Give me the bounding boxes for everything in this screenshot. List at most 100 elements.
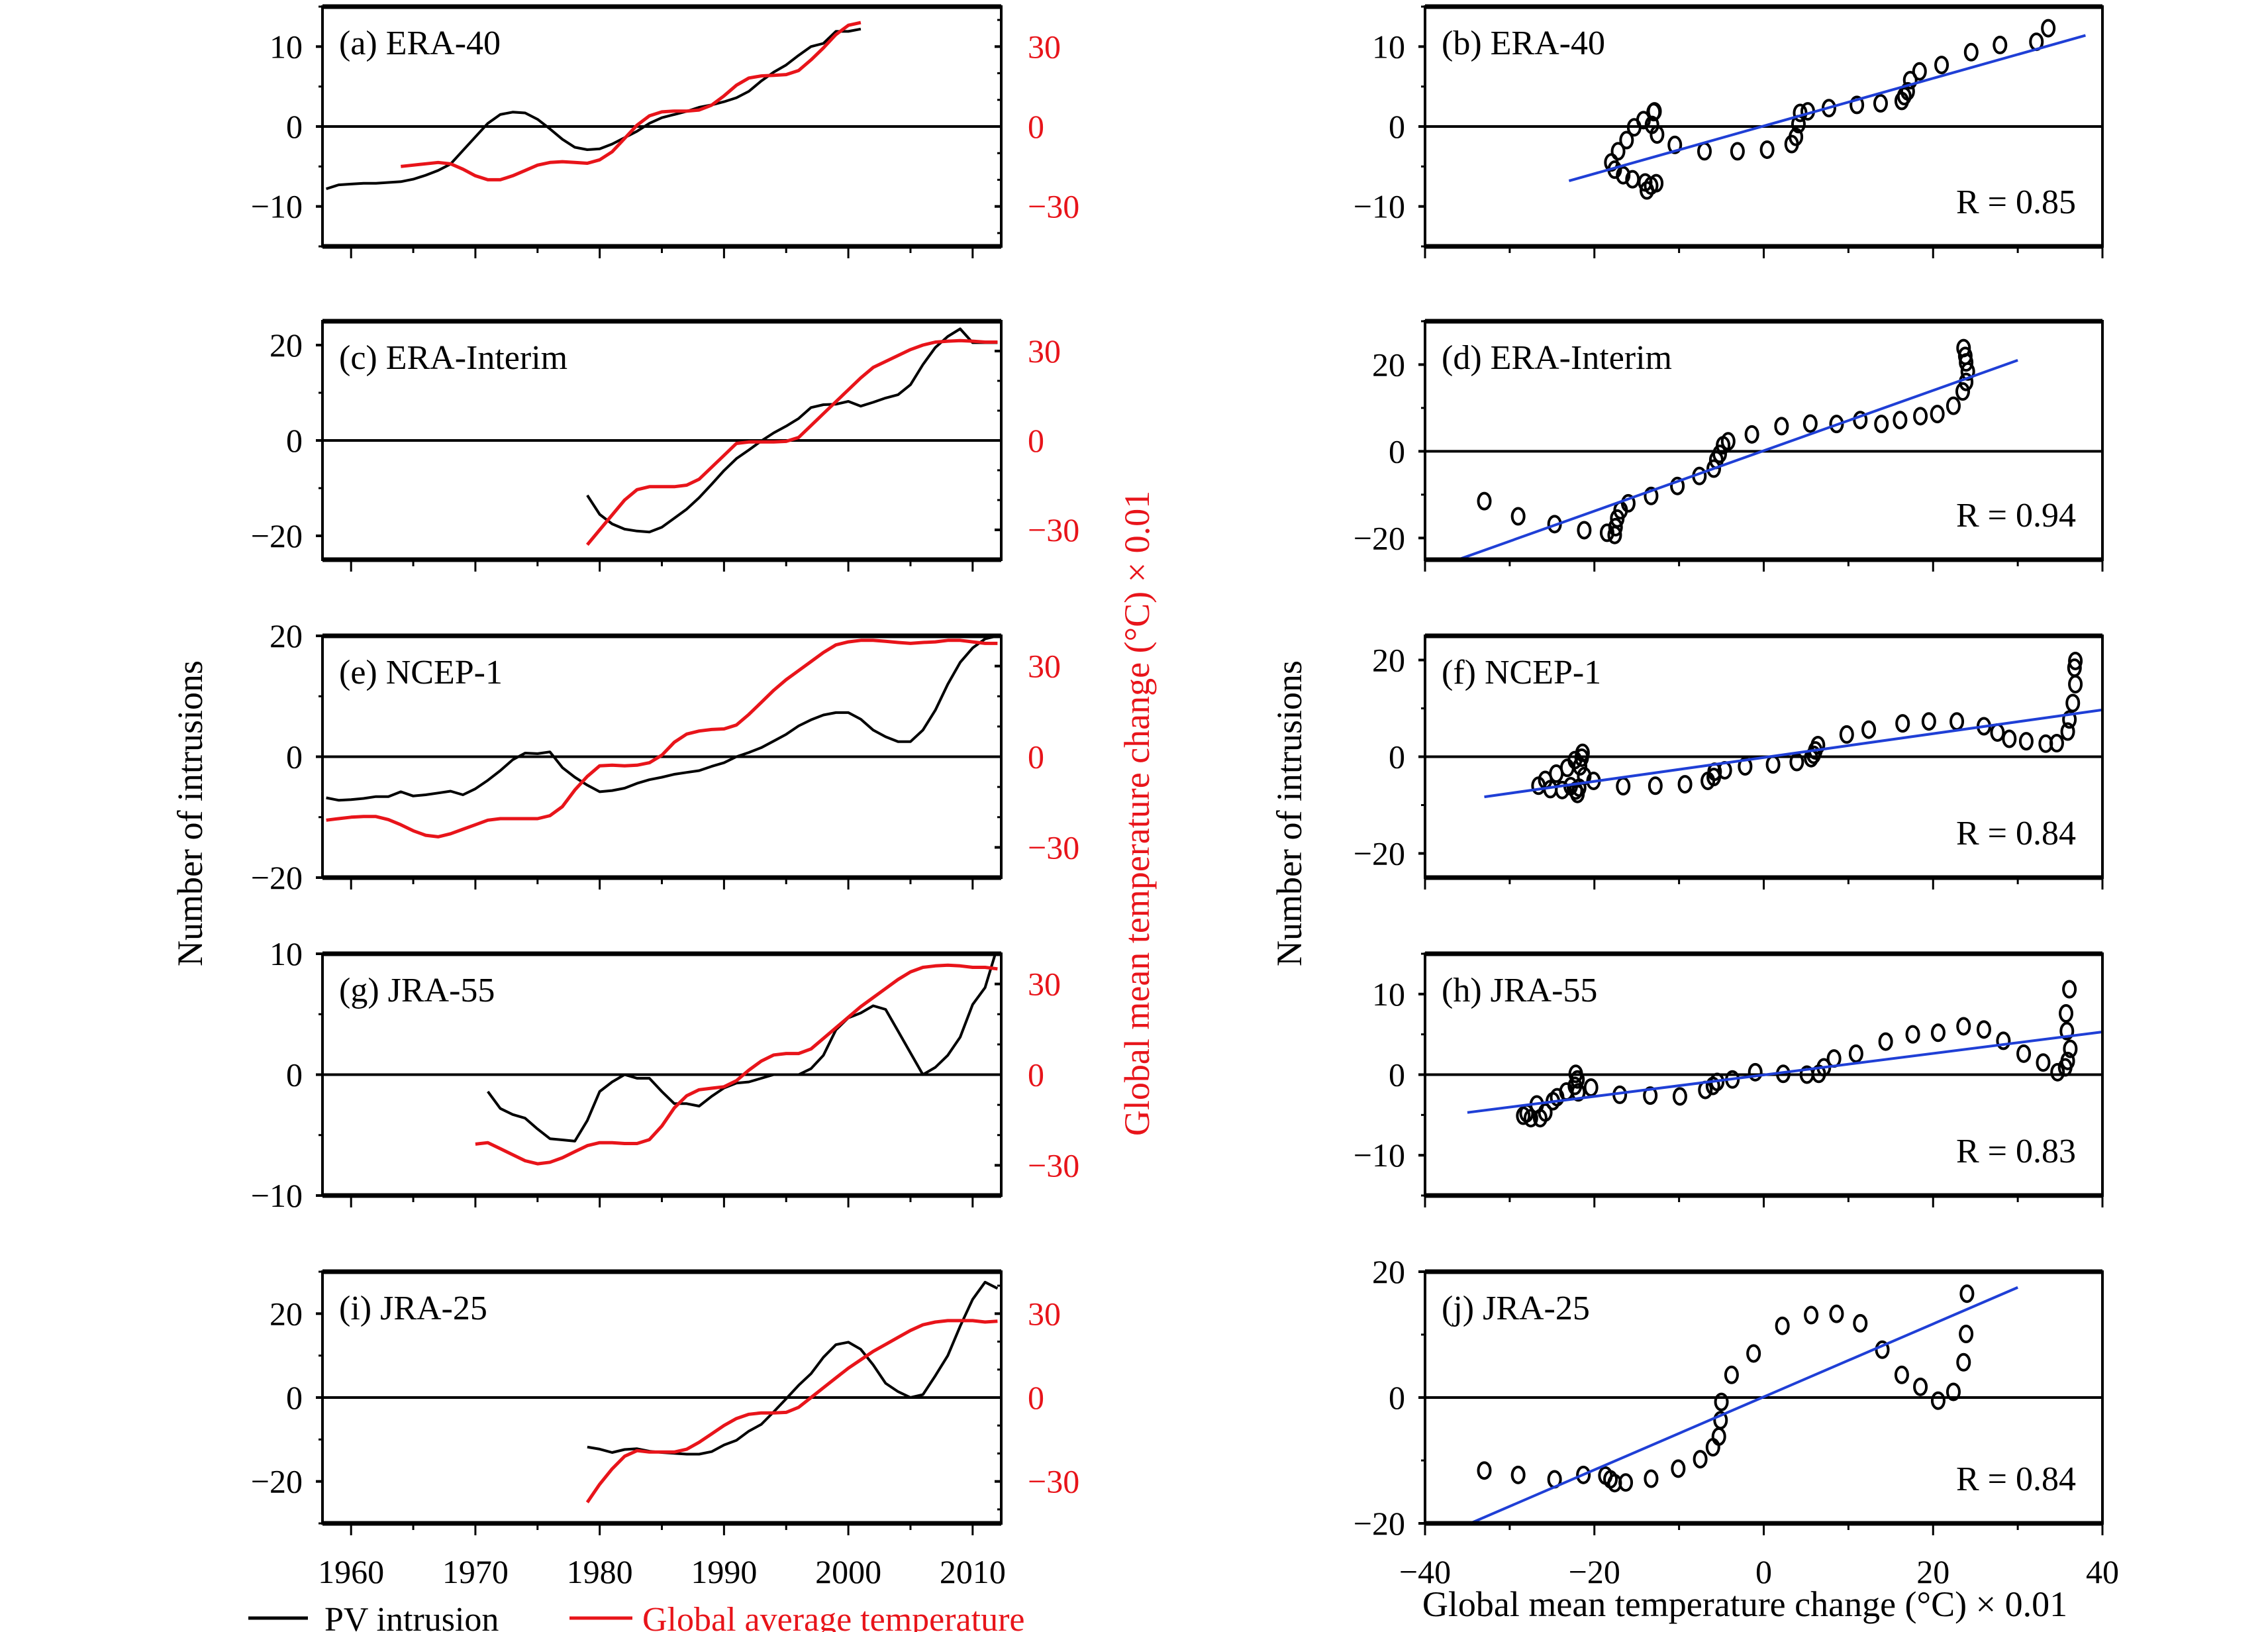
y-tick-label: 20 <box>270 327 303 364</box>
regression-line <box>1484 708 2102 799</box>
scatter-point <box>1946 1382 1961 1402</box>
panel-c: −20 0 20 −30 0 30 (c) ERA-Interim <box>251 319 1079 572</box>
scatter-point <box>1956 1017 1971 1036</box>
scatter-point <box>1946 396 1961 415</box>
panel-b: −10 0 10 R = 0.85 (b) ERA-40 <box>1354 4 2104 258</box>
scatter-point <box>2060 1051 2075 1070</box>
scatter-point <box>2068 675 2083 693</box>
scatter-point <box>2068 651 2083 670</box>
x-tick-label: 2010 <box>940 1553 1006 1590</box>
panel-title: (e) NCEP-1 <box>339 654 503 691</box>
scatter-point <box>1900 81 1915 101</box>
regression-line <box>1467 1031 2102 1114</box>
panel-i: −20 0 20 1960 1970 1980 1990 2000 2010 −30 0 30 (i) … <box>251 1269 1079 1590</box>
scatter-point <box>1930 1023 1946 1043</box>
scatter-point <box>1894 1365 1909 1384</box>
pv-intrusion-line <box>487 954 997 1143</box>
scatter-point <box>2041 19 2056 38</box>
scatter-point <box>1555 780 1570 799</box>
scatter-point <box>1956 1352 1971 1372</box>
scatter-point <box>1765 755 1781 774</box>
scatter-point <box>1738 757 1753 776</box>
scatter-point <box>2065 693 2081 713</box>
correlation-label: R = 0.84 <box>1956 815 2076 852</box>
y-tick-label: 20 <box>270 617 303 654</box>
y-tick-label: −10 <box>251 188 303 225</box>
scatter-point <box>2059 1004 2074 1023</box>
scatter-point <box>1993 35 2008 54</box>
y2-tick-label: 0 <box>1028 1056 1044 1094</box>
scatter-point <box>1976 1020 1991 1039</box>
scatter-point <box>1826 1049 1842 1068</box>
scatter-point <box>1810 735 1826 754</box>
y2-tick-label: 0 <box>1028 422 1044 459</box>
scatter-point <box>1648 776 1663 795</box>
scatter-point <box>2062 980 2077 999</box>
legend: PV intrusion Global average temperature <box>248 1601 1024 1632</box>
scatter-point <box>1636 111 1651 130</box>
y-tick-label: −20 <box>1354 1505 1405 1542</box>
x-tick-label: 2000 <box>815 1553 881 1590</box>
scatter-point <box>1570 1070 1585 1089</box>
global-temperature-line <box>326 638 998 839</box>
y-tick-label: 0 <box>1389 108 1405 145</box>
scatter-point <box>1730 142 1745 161</box>
y-tick-label: 0 <box>286 1056 303 1094</box>
regression-line <box>1454 359 2018 560</box>
scatter-point <box>1897 87 1912 106</box>
y-tick-label: −20 <box>251 1463 303 1500</box>
panel-title: (i) JRA-25 <box>339 1290 487 1327</box>
scatter-point <box>1510 507 1526 526</box>
panel-d: −20 0 20 R = 0.94 (d) ERA-Interim <box>1354 319 2104 572</box>
scatter-point <box>1677 775 1693 794</box>
scatter-point <box>1477 491 1492 511</box>
panel-title: (f) NCEP-1 <box>1442 654 1601 691</box>
scatter-point <box>1523 1109 1538 1128</box>
y2-tick-label: 0 <box>1028 739 1044 776</box>
scatter-point <box>1934 56 1949 75</box>
y-tick-label: 0 <box>286 1379 303 1416</box>
scatter-point <box>1697 142 1712 161</box>
scatter-point <box>1963 42 1979 62</box>
y-tick-label: −10 <box>1354 188 1405 225</box>
scatter-point <box>1724 1365 1739 1384</box>
scatter-point <box>1644 1469 1659 1488</box>
pv-intrusion-line <box>326 636 998 802</box>
scatter-point <box>1913 407 1928 426</box>
y-tick-label: 0 <box>1389 1056 1405 1094</box>
scatter-point <box>1959 1284 1975 1303</box>
scatter-point <box>1616 777 1631 796</box>
scatter-point <box>1804 1305 1819 1325</box>
y-tick-label: 10 <box>1372 28 1405 65</box>
pv-intrusion-line <box>587 1280 999 1456</box>
scatter-point <box>1959 1325 1974 1344</box>
correlation-label: R = 0.85 <box>1956 183 2076 221</box>
panel-f: −20 0 20 R = 0.84 (f) NCEP-1 <box>1354 633 2104 890</box>
scatter-point <box>1620 493 1636 513</box>
scatter-point <box>1759 140 1775 159</box>
y-tick-label: −20 <box>251 517 303 554</box>
scatter-point <box>1990 723 2005 742</box>
correlation-label: R = 0.84 <box>1956 1460 2076 1498</box>
regression-line <box>1471 1286 2018 1523</box>
scatter-point <box>1802 414 1818 433</box>
y-tick-label: 0 <box>286 422 303 459</box>
scatter-point <box>1748 1062 1763 1082</box>
scatter-point <box>1829 1304 1844 1323</box>
y2-tick-label: 0 <box>1028 108 1044 145</box>
scatter-point <box>1698 1080 1713 1099</box>
scatter-point <box>1893 411 1908 430</box>
scatter-point <box>2062 710 2077 729</box>
scatter-point <box>1878 1032 1893 1051</box>
scatter-point <box>1949 712 1965 731</box>
scatter-point <box>1670 476 1685 495</box>
y-tick-label: 0 <box>1389 433 1405 470</box>
legend-label-temp: Global average temperature <box>642 1601 1024 1632</box>
y-tick-label: −20 <box>251 859 303 896</box>
y2-tick-label: 0 <box>1028 1379 1044 1416</box>
scatter-point <box>2067 658 2082 678</box>
y-tick-label: 20 <box>1372 642 1405 679</box>
y-tick-label: 20 <box>1372 346 1405 383</box>
scatter-point <box>1774 417 1789 436</box>
scatter-point <box>2036 1053 2051 1072</box>
